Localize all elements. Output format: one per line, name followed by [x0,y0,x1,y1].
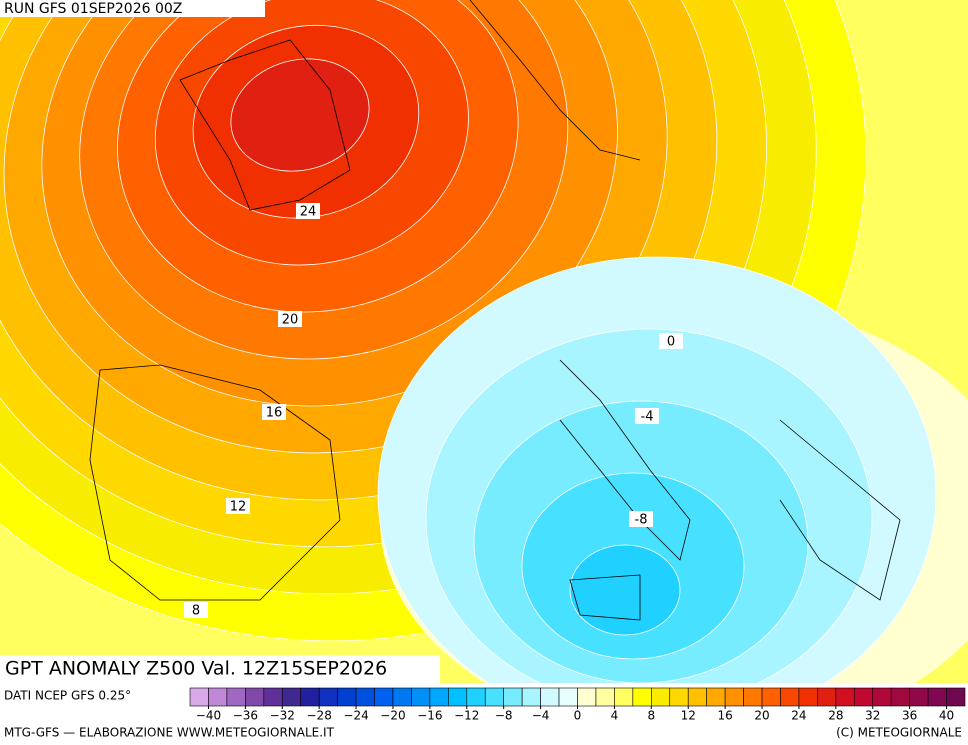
colorbar-box [706,687,726,707]
colorbar-tick-label: −28 [307,709,332,723]
colorbar-tick-label: 24 [791,709,806,723]
title-box [0,655,440,683]
contour-label-box [659,333,683,349]
colorbar-box [521,687,541,707]
coastline [779,419,901,601]
colorbar-tick-label: −8 [495,709,513,723]
coastline [569,574,641,621]
colorbar-tick-label: 8 [647,709,655,723]
colorbar-box [614,687,634,707]
colorbar-box [687,687,707,707]
colorbar-box [946,687,966,707]
run-box [0,0,265,17]
contour-label-box [278,311,302,327]
colorbar-box [208,687,228,707]
colorbar-tick-label: −12 [454,709,479,723]
colorbar-box [798,687,818,707]
colorbar-box [577,687,597,707]
footer-right: (C) METEOGIORNALE [836,726,962,740]
colorbar-box [429,687,449,707]
colorbar-box [909,687,929,707]
colorbar-box [743,687,763,707]
colorbar-box [300,687,320,707]
colorbar-tick-label: 40 [939,709,954,723]
colorbar-box [872,687,892,707]
colorbar-tick-label: −20 [380,709,405,723]
colorbar-tick-label: 12 [681,709,696,723]
colorbar-box [503,687,523,707]
colorbar-tick-label: 32 [865,709,880,723]
colorbar-tick-label: −40 [196,709,221,723]
colorbar-tick-label: 20 [754,709,769,723]
coastline [179,39,351,211]
colorbar-box [245,687,265,707]
colorbar-tick-label: −16 [417,709,442,723]
contour-label: 16 [266,406,283,421]
field-band [230,58,370,172]
colorbar-tick-label: 4 [611,709,619,723]
colorbar-tick-label: −4 [532,709,550,723]
footer-left: MTG-GFS — ELABORAZIONE WWW.METEOGIORNALE… [4,726,335,740]
colorbar: −40 −36 −32 −28 −24 −20 −16 −12 −8 −4 0 4 8 12 16 20 24 2… [189,687,966,723]
run-label: RUN GFS 01SEP2026 00Z [4,1,182,17]
colorbar-tick-label: 0 [574,709,582,723]
colorbar-box [392,687,412,707]
colorbar-box [540,687,560,707]
colorbar-tick-label: −32 [270,709,295,723]
contour-label: 12 [230,500,247,515]
map-title: GPT ANOMALY Z500 Val. 12Z15SEP2026 [5,658,387,680]
colorbar-box [189,687,209,707]
contour-label-box [629,511,653,527]
colorbar-box [281,687,302,707]
colorbar-box [318,687,338,707]
contour-label: 0 [667,335,675,350]
colorbar-box [761,687,781,707]
colorbar-tick-label: 36 [902,709,917,723]
contour-label: -4 [641,410,654,425]
colorbar-box [632,687,652,707]
colorbar-box [835,687,855,707]
colorbar-tick-label: −36 [233,709,258,723]
colorbar-box [595,687,615,707]
colorbar-box [411,687,431,707]
colorbar-box [724,687,744,707]
colorbar-box [374,687,394,707]
colorbar-box [484,687,504,707]
colorbar-box [226,687,246,707]
contour-label-box [262,404,286,420]
colorbar-box [780,687,800,707]
coastline [469,0,641,161]
colorbar-box [927,687,947,707]
colorbar-box [355,687,375,707]
coastline [89,364,341,601]
colorbar-box [337,687,357,707]
contour-label-box [635,408,659,424]
contour-label: 24 [300,205,317,220]
contour-label: 20 [282,313,299,328]
colorbar-tick-label: −24 [343,709,368,723]
contour-label: 8 [192,604,200,619]
contour-label-box [296,203,320,219]
contour-label-box [184,602,208,618]
contour-label: -8 [635,513,648,528]
colorbar-box [853,687,874,707]
contour-label-box [226,498,250,514]
colorbar-box [890,687,910,707]
colorbar-box [817,687,837,707]
colorbar-tick-label: 16 [717,709,732,723]
colorbar-box [669,687,689,707]
colorbar-box [263,687,283,707]
colorbar-box [651,687,671,707]
colorbar-tick-label: 28 [828,709,843,723]
colorbar-box [448,687,468,707]
coastline [559,359,691,561]
field-band [569,544,681,636]
source-label: DATI NCEP GFS 0.25° [4,689,131,703]
colorbar-box [466,687,486,707]
colorbar-box [558,687,578,707]
